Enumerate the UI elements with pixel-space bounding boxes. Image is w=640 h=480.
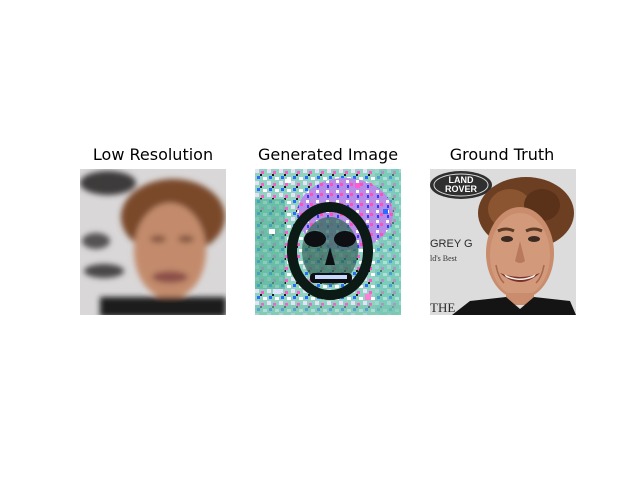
svg-text:ld's Best: ld's Best [430,254,458,263]
panel-title-low-resolution: Low Resolution [92,145,214,164]
svg-text:GREY G: GREY G [430,238,473,250]
low-resolution-image [80,169,226,315]
ground-truth-image: LAND ROVER GREY G ld's Best THE [430,169,576,315]
generated-image [255,169,401,315]
panel-title-ground-truth: Ground Truth [449,145,555,164]
land-rover-logo: LAND ROVER [430,171,492,199]
svg-text:THE: THE [430,300,455,315]
panel-title-generated-image: Generated Image [257,145,399,164]
svg-text:LAND: LAND [449,175,474,185]
svg-text:ROVER: ROVER [445,184,478,194]
